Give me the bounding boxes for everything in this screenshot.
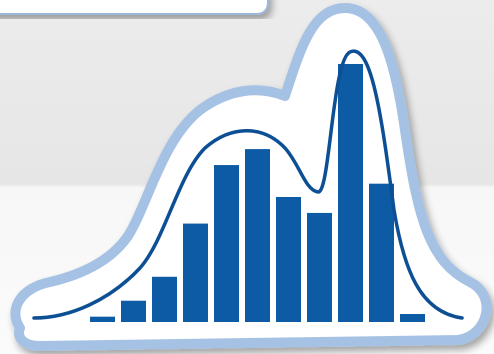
histogram-bars [90,63,425,322]
density-curve [32,49,464,320]
card-corner [0,0,269,15]
histogram-bar [400,314,425,322]
histogram-bar [183,223,208,322]
histogram-bar [369,183,394,322]
histogram-bar [276,196,301,322]
histogram-bar [307,212,332,322]
histogram-bar [152,276,177,322]
histogram-bar [214,165,239,322]
histogram-bar [245,149,270,322]
histogram-bar [338,63,363,322]
histogram-bar [121,300,146,322]
histogram-bar [90,316,115,322]
